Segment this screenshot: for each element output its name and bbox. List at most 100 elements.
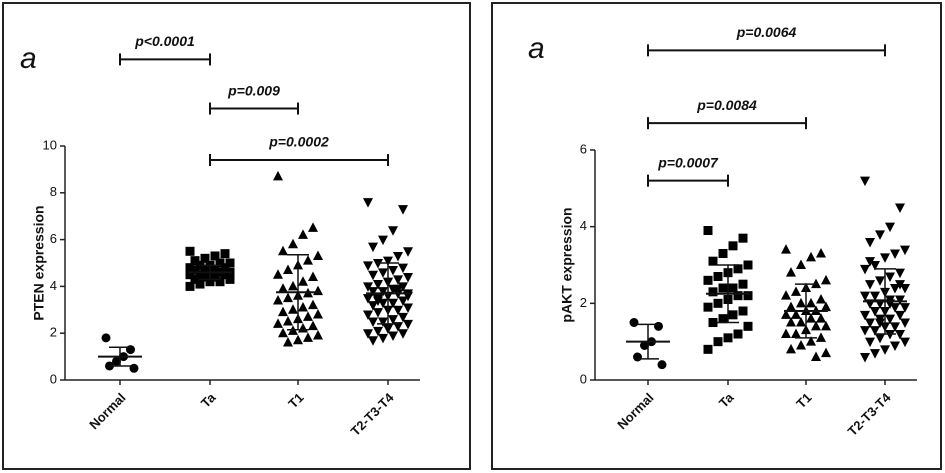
data-point bbox=[308, 271, 318, 282]
data-point bbox=[629, 318, 639, 327]
data-point bbox=[303, 311, 313, 321]
data-point bbox=[703, 275, 713, 285]
data-point bbox=[215, 277, 225, 287]
data-point bbox=[273, 318, 283, 328]
p-value: p<0.0001 bbox=[134, 33, 195, 49]
data-point bbox=[388, 298, 398, 309]
data-point bbox=[733, 291, 743, 301]
data-point bbox=[816, 332, 826, 342]
data-point bbox=[633, 352, 642, 362]
data-point bbox=[283, 264, 293, 275]
data-point bbox=[703, 226, 713, 235]
y-tick-label: 6 bbox=[580, 141, 587, 156]
data-point bbox=[708, 256, 718, 266]
data-point bbox=[313, 330, 323, 340]
data-point bbox=[733, 264, 743, 274]
p-value: p=0.009 bbox=[227, 82, 280, 98]
data-point bbox=[363, 310, 373, 320]
data-point bbox=[703, 302, 713, 312]
data-point bbox=[895, 280, 905, 290]
data-point bbox=[129, 363, 139, 373]
data-point bbox=[378, 317, 388, 327]
data-point bbox=[743, 260, 753, 270]
data-point bbox=[870, 349, 880, 359]
data-point bbox=[860, 264, 870, 275]
p-value: p=0.0064 bbox=[736, 24, 797, 40]
panel-frame bbox=[2, 2, 471, 470]
data-point bbox=[283, 316, 293, 326]
y-tick-label: 6 bbox=[50, 231, 57, 246]
data-point bbox=[373, 326, 383, 337]
data-point bbox=[875, 318, 885, 328]
data-point bbox=[743, 291, 753, 301]
data-point bbox=[398, 329, 408, 339]
panel-label: a bbox=[20, 42, 37, 75]
data-point bbox=[885, 272, 895, 282]
data-point bbox=[890, 341, 900, 351]
data-point bbox=[786, 343, 796, 354]
data-point bbox=[363, 294, 373, 304]
data-point bbox=[640, 341, 649, 350]
data-point bbox=[885, 314, 895, 325]
y-axis-label: pAKT expression bbox=[559, 207, 575, 322]
data-point bbox=[821, 301, 831, 312]
data-point bbox=[273, 170, 283, 181]
data-point bbox=[363, 329, 373, 339]
y-tick-label: 8 bbox=[50, 184, 57, 199]
data-point bbox=[403, 247, 413, 257]
data-point bbox=[313, 308, 323, 319]
data-point bbox=[870, 307, 880, 317]
data-point bbox=[298, 276, 308, 286]
x-tick-label: T1 bbox=[793, 390, 814, 411]
data-point bbox=[786, 267, 796, 277]
data-point bbox=[383, 324, 393, 335]
data-point bbox=[796, 297, 806, 308]
data-point bbox=[278, 327, 288, 338]
data-point bbox=[796, 317, 806, 327]
data-point bbox=[870, 261, 880, 271]
data-point bbox=[273, 294, 283, 305]
data-point bbox=[806, 336, 816, 346]
data-point bbox=[210, 272, 220, 282]
data-point bbox=[210, 251, 220, 261]
data-point bbox=[816, 294, 826, 304]
data-point bbox=[890, 322, 900, 332]
data-point bbox=[860, 326, 870, 336]
data-point bbox=[126, 345, 135, 355]
y-tick-label: 2 bbox=[580, 295, 587, 310]
data-point bbox=[368, 242, 378, 253]
data-point bbox=[373, 280, 383, 290]
data-point bbox=[806, 313, 816, 323]
data-point bbox=[786, 317, 796, 327]
data-point bbox=[738, 233, 748, 243]
data-point bbox=[298, 323, 308, 333]
data-point bbox=[816, 313, 826, 323]
data-point bbox=[895, 295, 905, 305]
data-point bbox=[403, 273, 413, 283]
data-point bbox=[220, 263, 230, 273]
data-point bbox=[205, 277, 215, 287]
data-point bbox=[185, 281, 195, 291]
data-point bbox=[743, 321, 753, 331]
data-point bbox=[895, 330, 905, 340]
data-point bbox=[398, 296, 408, 306]
y-tick-label: 2 bbox=[50, 325, 57, 340]
data-point bbox=[796, 259, 806, 269]
data-point bbox=[875, 333, 885, 344]
data-point bbox=[363, 282, 373, 292]
data-point bbox=[900, 303, 910, 313]
y-tick-label: 4 bbox=[50, 278, 57, 293]
p-value: p=0.0084 bbox=[696, 97, 757, 113]
data-point bbox=[308, 299, 318, 310]
data-point bbox=[388, 226, 398, 236]
data-point bbox=[200, 253, 210, 263]
data-point bbox=[308, 320, 318, 331]
data-point bbox=[865, 337, 875, 348]
data-point bbox=[786, 301, 796, 312]
data-point bbox=[895, 268, 905, 279]
data-point bbox=[378, 268, 388, 278]
x-tick-label: Ta bbox=[198, 389, 219, 410]
data-point bbox=[398, 312, 408, 323]
data-point bbox=[791, 328, 801, 338]
